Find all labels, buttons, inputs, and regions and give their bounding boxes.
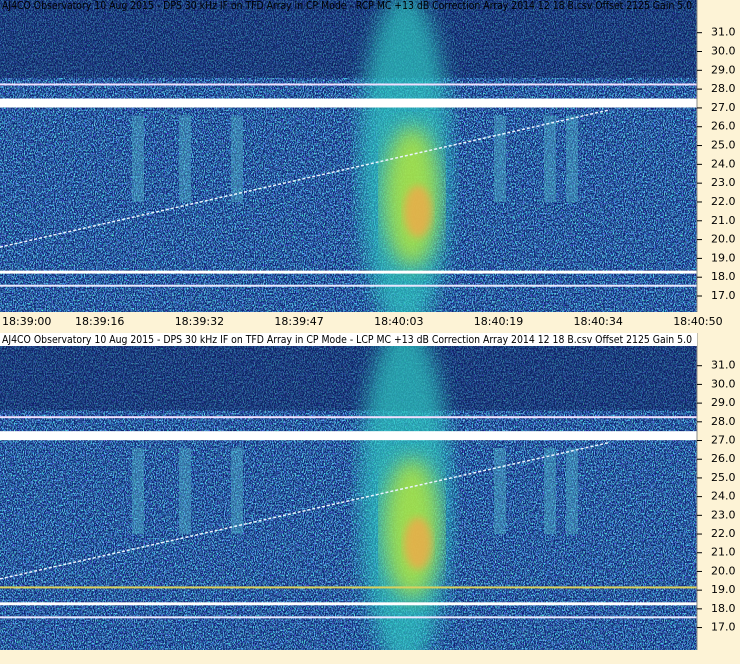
y-tick-label: 20.0 — [711, 233, 736, 246]
band-line — [0, 586, 697, 589]
x-tick-label: 18:39:16 — [75, 315, 124, 328]
y-tick-label: 24.0 — [711, 157, 736, 170]
interference-column — [179, 115, 191, 202]
dark-band — [0, 0, 697, 78]
y-tick-label: 26.0 — [711, 452, 736, 465]
y-tick-label: 22.0 — [711, 527, 736, 540]
spectrogram — [0, 0, 697, 312]
y-tick-label: 18.0 — [711, 270, 736, 283]
y-tick-label: 28.0 — [711, 415, 736, 428]
y-tick-label: 29.0 — [711, 63, 736, 76]
sweep-line — [0, 441, 611, 580]
y-tick-label: 30.0 — [711, 377, 736, 390]
interference-column — [544, 448, 556, 535]
interference-column — [494, 115, 506, 202]
y-tick-label: 23.0 — [711, 176, 736, 189]
band-line — [0, 284, 697, 287]
panel-title: AJ4CO Observatory 10 Aug 2015 - DPS 30 k… — [2, 333, 692, 346]
axis-strip — [697, 333, 740, 650]
y-tick-label: 19.0 — [711, 251, 736, 264]
x-tick-label: 18:39:32 — [175, 315, 224, 328]
x-tick-label: 18:39:47 — [274, 315, 323, 328]
y-tick-label: 31.0 — [711, 359, 736, 372]
y-tick-label: 31.0 — [711, 26, 736, 39]
y-tick-label: 17.0 — [711, 621, 736, 634]
y-tick-label: 21.0 — [711, 546, 736, 559]
interference-column — [132, 115, 144, 202]
y-tick-label: 24.0 — [711, 490, 736, 503]
axis-strip — [697, 0, 740, 312]
y-tick-label: 20.0 — [711, 564, 736, 577]
spectrogram-noise — [0, 0, 697, 312]
panel-title: AJ4CO Observatory 10 Aug 2015 - DPS 30 k… — [2, 0, 692, 12]
y-tick-label: 25.0 — [711, 139, 736, 152]
y-tick-label: 26.0 — [711, 120, 736, 133]
y-tick-label: 23.0 — [711, 508, 736, 521]
y-tick-label: 18.0 — [711, 602, 736, 615]
band-line — [0, 616, 697, 619]
interference-column — [566, 448, 578, 535]
spectrogram-image — [0, 333, 697, 650]
band-line — [0, 431, 697, 441]
band-line — [0, 270, 697, 274]
interference-column — [132, 448, 144, 535]
interference-column — [566, 115, 578, 202]
y-tick-label: 27.0 — [711, 434, 736, 447]
interference-column — [231, 448, 243, 535]
band-line — [0, 98, 697, 108]
x-tick-label: 18:40:19 — [474, 315, 523, 328]
y-tick-label: 30.0 — [711, 44, 736, 57]
band-line — [0, 602, 697, 606]
x-tick-label: 18:40:50 — [673, 315, 722, 328]
interference-column — [544, 115, 556, 202]
spectrogram — [0, 333, 697, 650]
y-tick-label: 17.0 — [711, 289, 736, 302]
x-tick-label: 18:40:03 — [374, 315, 423, 328]
band-line — [0, 416, 697, 419]
x-tick-label: 18:39:00 — [2, 315, 51, 328]
y-tick-label: 25.0 — [711, 471, 736, 484]
y-tick-label: 19.0 — [711, 583, 736, 596]
spectrogram-noise — [0, 333, 697, 650]
sweep-line — [0, 109, 611, 248]
burst-hot — [404, 517, 432, 570]
band-line — [0, 83, 697, 86]
y-tick-label: 21.0 — [711, 214, 736, 227]
title-strip — [0, 333, 697, 346]
y-tick-label: 22.0 — [711, 195, 736, 208]
interference-column — [231, 115, 243, 202]
interference-column — [179, 448, 191, 535]
y-tick-label: 27.0 — [711, 101, 736, 114]
y-tick-label: 29.0 — [711, 396, 736, 409]
spectrogram-image — [0, 0, 697, 312]
burst-hot — [404, 185, 432, 238]
interference-column — [494, 448, 506, 535]
x-tick-label: 18:40:34 — [573, 315, 622, 328]
y-tick-label: 28.0 — [711, 82, 736, 95]
